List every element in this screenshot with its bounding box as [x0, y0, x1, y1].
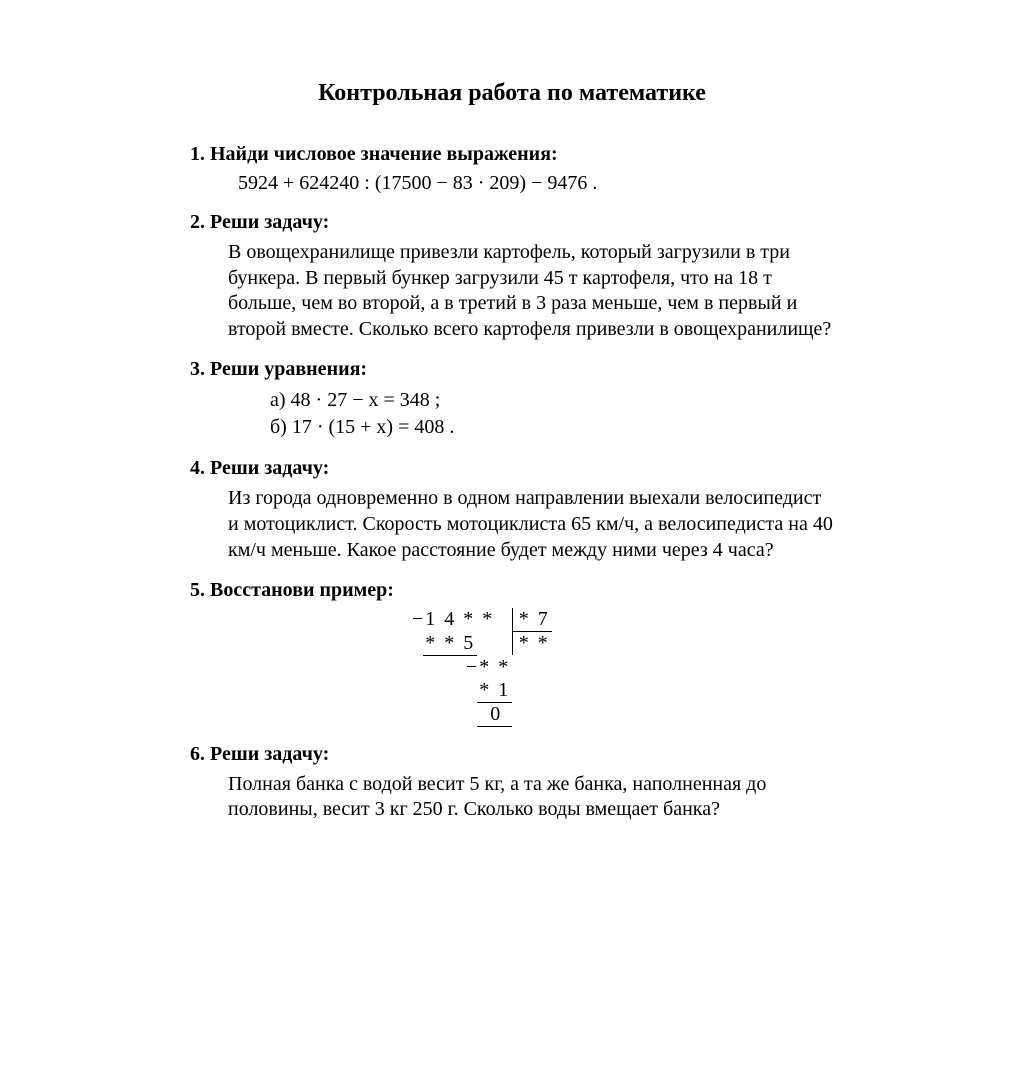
problem-3-heading: 3. Реши уравнения: — [190, 358, 834, 381]
equation-b: б) 17 · (15 + x) = 408 . — [270, 414, 834, 441]
problem-3-equations: а) 48 · 27 − x = 348 ; б) 17 · (15 + x) … — [190, 387, 834, 441]
problem-5-heading: 5. Восстанови пример: — [190, 579, 834, 602]
step1: * * 5 — [423, 632, 477, 656]
step2: * 1 — [477, 679, 512, 703]
problem-4: 4. Реши задачу: Из города одновременно в… — [190, 457, 834, 563]
problem-4-heading: 4. Реши задачу: — [190, 457, 834, 480]
divisor: * 7 — [512, 608, 552, 632]
problem-6: 6. Реши задачу: Полная банка с водой вес… — [190, 743, 834, 823]
problem-5: 5. Восстанови пример: − 1 4 * * * 7 * * … — [190, 579, 834, 727]
equation-a: а) 48 · 27 − x = 348 ; — [270, 387, 834, 414]
problem-1-heading: 1. Найди числовое значение выражения: — [190, 143, 834, 166]
page-title: Контрольная работа по математике — [190, 80, 834, 107]
long-division: − 1 4 * * * 7 * * 5 * * − * * * 1 0 — [410, 608, 552, 727]
problem-1-expression: 5924 + 624240 : (17500 − 83 · 209) − 947… — [190, 172, 834, 195]
problem-1: 1. Найди числовое значение выражения: 59… — [190, 143, 834, 195]
problem-6-heading: 6. Реши задачу: — [190, 743, 834, 766]
final-remainder: 0 — [477, 702, 512, 726]
remainder1: * * — [477, 655, 512, 679]
problem-3: 3. Реши уравнения: а) 48 · 27 − x = 348 … — [190, 358, 834, 441]
problem-6-body: Полная банка с водой весит 5 кг, а та же… — [190, 772, 834, 823]
problem-2-heading: 2. Реши задачу: — [190, 211, 834, 234]
problem-2-body: В овощехранилище привезли картофель, кот… — [190, 240, 834, 342]
problem-4-body: Из города одновременно в одном направлен… — [190, 486, 834, 563]
quotient: * * — [512, 632, 552, 656]
dividend: 1 4 * * — [423, 608, 512, 632]
problem-2: 2. Реши задачу: В овощехранилище привезл… — [190, 211, 834, 342]
